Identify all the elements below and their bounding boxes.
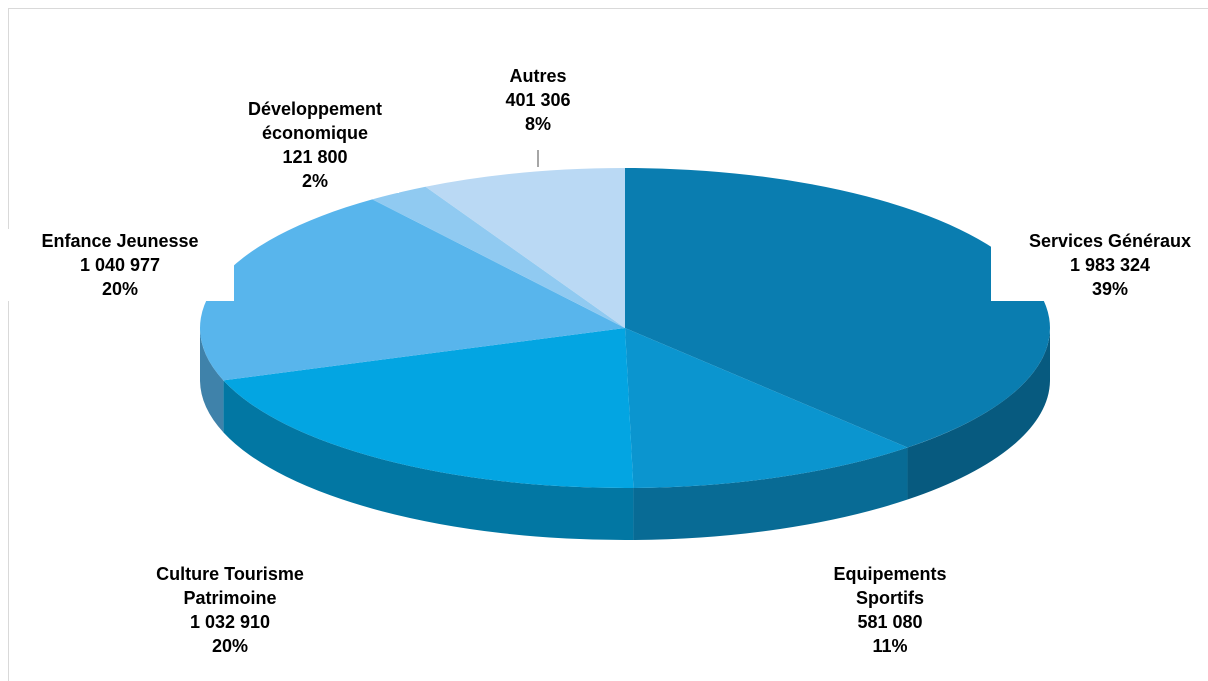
category-label: Développement économique (247, 99, 383, 143)
category-label: Equipements Sportifs (833, 564, 947, 608)
percent-label: 8% (524, 114, 551, 134)
category-label: Enfance Jeunesse (41, 231, 199, 251)
pie-slice (625, 168, 1050, 448)
slice-label: Enfance Jeunesse 1 040 977 20% (6, 229, 234, 301)
pie-slice (425, 168, 625, 328)
value-label: 1 983 324 (1069, 255, 1151, 275)
slice-label: Développement économique 121 800 2% (231, 97, 399, 193)
slice-label: Autres 401 306 8% (474, 64, 602, 136)
slice-label: Culture Tourisme Patrimoine 1 032 910 20% (126, 562, 334, 658)
percent-label: 2% (301, 171, 328, 191)
slice-label: Services Généraux 1 983 324 39% (991, 229, 1208, 301)
pie-side (223, 380, 634, 540)
percent-label: 20% (211, 636, 249, 656)
category-label: Services Généraux (1028, 231, 1192, 251)
chart-frame (8, 8, 1208, 681)
value-label: 121 800 (282, 147, 348, 167)
pie-side (907, 328, 1050, 500)
percent-label: 39% (1091, 279, 1129, 299)
category-label: Culture Tourisme Patrimoine (156, 564, 304, 608)
value-label: 581 080 (857, 612, 923, 632)
slice-label: Equipements Sportifs 581 080 11% (811, 562, 969, 658)
category-label: Autres (509, 66, 567, 86)
pie-side (200, 328, 224, 433)
value-label: 1 032 910 (189, 612, 271, 632)
pie-slice (625, 328, 908, 488)
pie-slice (223, 328, 634, 489)
pie-slice (199, 199, 626, 381)
pie-slice (372, 186, 625, 328)
value-label: 1 040 977 (79, 255, 161, 275)
value-label: 401 306 (505, 90, 571, 110)
percent-label: 11% (872, 636, 908, 656)
percent-label: 20% (101, 279, 139, 299)
pie-side (633, 447, 908, 540)
